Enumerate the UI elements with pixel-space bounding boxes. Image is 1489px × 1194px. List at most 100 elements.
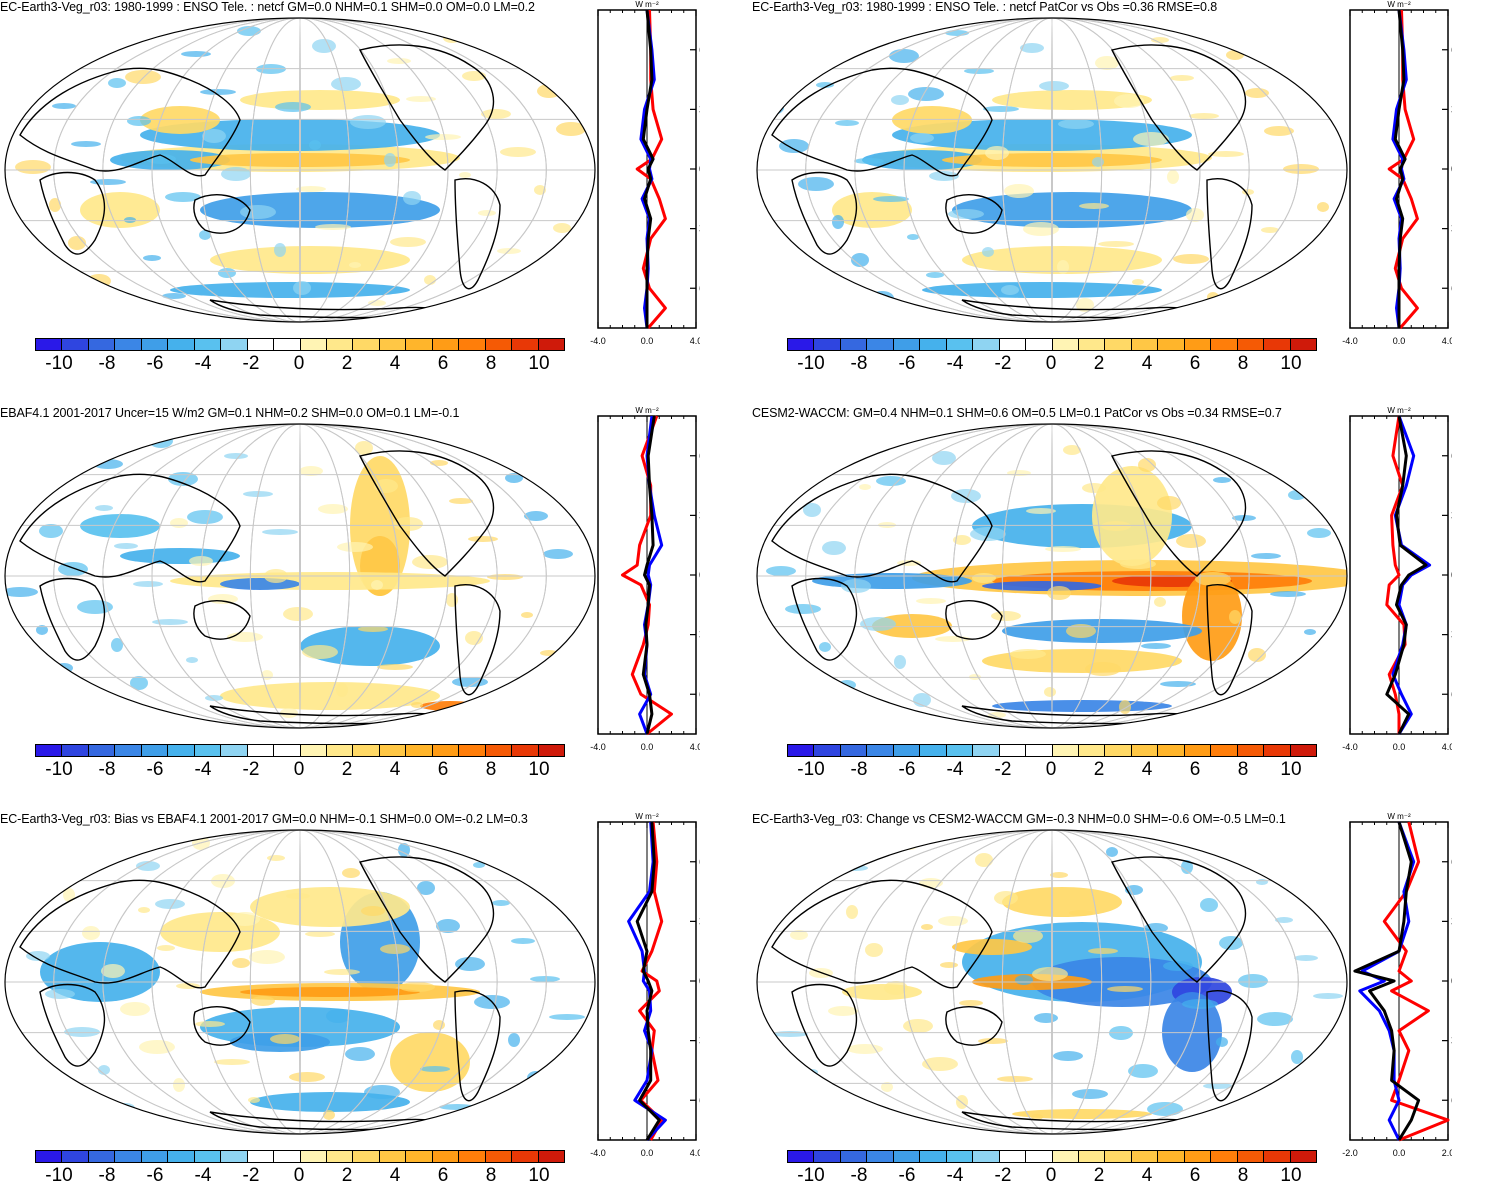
field-speckle <box>162 293 186 299</box>
lat-label: 60N <box>699 449 700 463</box>
colorbar-tick-label: -10 <box>797 353 825 374</box>
lat-label: 30N <box>1451 508 1452 522</box>
colorbar-tick-label: 6 <box>1189 353 1201 374</box>
colorbar-tick-label: 6 <box>437 353 449 374</box>
field-speckle <box>248 1097 260 1103</box>
colorbar-cell <box>88 339 116 350</box>
colorbar-cell <box>62 339 89 350</box>
colorbar: -10 -8 -6 -4 -2 0 2 4 6 8 10 <box>787 1150 1317 1194</box>
field-speckle <box>224 453 248 459</box>
field-anomaly-8 <box>1012 1109 1152 1119</box>
field-speckle <box>851 253 869 267</box>
colorbar-tick-label: 10 <box>1280 353 1302 374</box>
field-speckle <box>200 89 236 95</box>
colorbar-tick-label: 6 <box>437 759 449 780</box>
field-speckle <box>1251 553 1281 559</box>
field-speckle <box>1101 521 1131 531</box>
field-speckle <box>1015 975 1033 985</box>
colorbar-tick-label: -4 <box>194 353 212 374</box>
zonal-series-ocean <box>627 821 667 1142</box>
field-speckle <box>95 505 113 511</box>
field-speckle <box>1294 955 1318 961</box>
panel-3: EBAF4.1 2001-2017 Uncer=15 W/m2 GM=0.1 N… <box>0 406 700 786</box>
colorbar-cell <box>168 339 195 350</box>
field-speckle <box>61 848 85 854</box>
graticule <box>757 424 1347 728</box>
field-speckle <box>524 511 548 521</box>
field-speckle <box>1235 694 1271 704</box>
field-speckle <box>1176 534 1206 548</box>
field-speckle <box>514 837 550 847</box>
graticule <box>5 830 595 1134</box>
colorbar-cell <box>1078 339 1106 350</box>
field-speckle <box>52 103 76 109</box>
colorbar-cell <box>194 339 222 350</box>
field-speckle <box>133 581 163 587</box>
field-speckle <box>468 536 498 542</box>
field-speckle <box>149 434 173 448</box>
colorbar-tick-label: 6 <box>1189 759 1201 780</box>
colorbar-tick-label: 0 <box>1045 759 1057 780</box>
field-speckle <box>270 1034 300 1044</box>
colorbar-cell <box>1184 339 1212 350</box>
field-speckle <box>1208 151 1244 157</box>
field-speckle <box>1313 993 1343 999</box>
field-speckle <box>176 983 200 989</box>
field-speckle <box>187 510 223 524</box>
field-speckle <box>825 1107 843 1113</box>
zonal-x-tick-label: 4.0 <box>1442 336 1452 346</box>
zonal-x-tick-label: 4.0 <box>1442 742 1452 752</box>
colorbar-cell <box>538 1151 565 1162</box>
colorbar-tick-label: -8 <box>98 353 116 374</box>
field-anomaly-6 <box>390 1032 470 1092</box>
field-anomaly-7 <box>842 984 922 1000</box>
field-speckle <box>1261 227 1279 233</box>
colorbar-cell <box>999 339 1027 350</box>
field-speckle <box>380 944 410 954</box>
colorbar: -10 -8 -6 -4 -2 0 2 4 6 8 10 <box>35 1150 565 1194</box>
field-speckle <box>1092 157 1104 167</box>
map-outline <box>756 423 1348 729</box>
zonal-x-tick-label: 0.0 <box>1393 1148 1406 1158</box>
field-speckle <box>42 1090 60 1096</box>
field-speckle <box>1053 1051 1083 1061</box>
field-speckle <box>108 78 126 88</box>
zonal-series-land <box>1385 415 1407 734</box>
field-speckle <box>331 77 361 91</box>
field-speckle <box>412 555 448 569</box>
field-speckle <box>136 861 160 871</box>
field-speckle <box>1297 854 1333 864</box>
field-speckle <box>860 617 896 631</box>
field-speckle <box>1264 126 1294 136</box>
field-speckle <box>364 1085 400 1099</box>
field-speckle <box>1045 546 1081 552</box>
lat-label: 60N <box>1451 855 1452 869</box>
colorbar-tick-label: 0 <box>1045 353 1057 374</box>
field-speckle <box>1044 687 1056 697</box>
field-anomaly-5 <box>300 626 440 666</box>
colorbar-tick-label: -10 <box>45 759 73 780</box>
colorbar-tick-label: 10 <box>528 353 550 374</box>
colorbar-tick-label: -8 <box>850 759 868 780</box>
colorbar-tick-label: 10 <box>528 759 550 780</box>
field-speckle <box>424 275 436 285</box>
field-speckle <box>795 278 819 288</box>
field-anomaly-9 <box>170 282 410 298</box>
field-speckle <box>1050 872 1068 878</box>
colorbar-cell <box>512 1151 539 1162</box>
field-speckle <box>908 87 944 101</box>
colorbar-cell <box>1290 339 1317 350</box>
field-speckle <box>114 543 138 549</box>
zonal-x-tick-label: -4.0 <box>590 742 606 752</box>
colorbar-tick-label: -10 <box>797 1165 825 1186</box>
field-speckle <box>398 843 410 857</box>
field-anomaly-2 <box>240 987 420 997</box>
field-speckle <box>302 645 338 659</box>
field-speckle <box>1106 847 1118 857</box>
colorbar-cell <box>459 745 486 756</box>
field-speckle <box>1001 285 1019 295</box>
field-speckle <box>251 996 275 1006</box>
field-anomaly-7 <box>40 942 160 1002</box>
field-speckle <box>959 1000 983 1006</box>
field-speckle <box>355 441 373 455</box>
